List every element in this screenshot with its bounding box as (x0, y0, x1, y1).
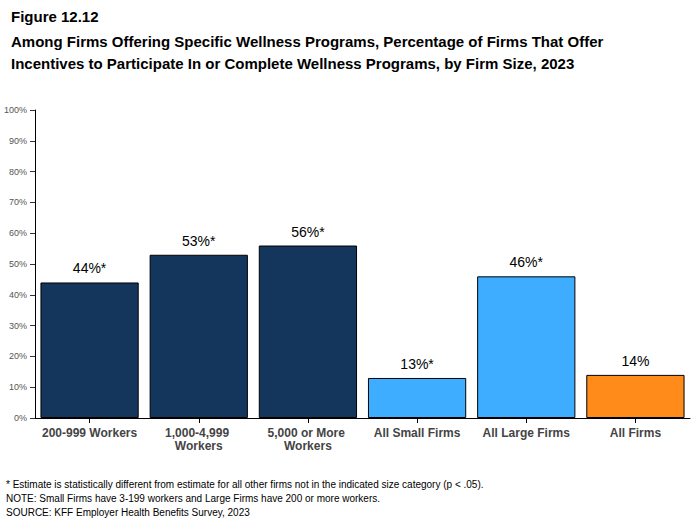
svg-text:NOTE: Small Firms have 3-199 w: NOTE: Small Firms have 3-199 workers and… (6, 493, 380, 504)
svg-text:All Small Firms: All Small Firms (374, 426, 461, 440)
svg-text:Workers: Workers (284, 439, 332, 453)
svg-text:80%: 80% (9, 167, 27, 177)
svg-text:Figure 12.12: Figure 12.12 (11, 8, 99, 25)
svg-text:30%: 30% (9, 321, 27, 331)
svg-text:0%: 0% (14, 413, 27, 423)
svg-text:5,000 or More: 5,000 or More (268, 426, 349, 440)
svg-text:13%*: 13%* (400, 356, 434, 372)
svg-text:100%: 100% (4, 105, 27, 115)
svg-text:60%: 60% (9, 228, 27, 238)
svg-text:200-999 Workers: 200-999 Workers (42, 426, 138, 440)
svg-text:All Firms: All Firms (610, 426, 662, 440)
svg-text:46%*: 46%* (510, 254, 544, 270)
svg-text:SOURCE: KFF Employer Health Be: SOURCE: KFF Employer Health Benefits Sur… (6, 507, 250, 518)
svg-text:40%: 40% (9, 290, 27, 300)
svg-text:Workers: Workers (175, 439, 223, 453)
svg-text:10%: 10% (9, 382, 27, 392)
svg-text:56%*: 56%* (291, 224, 325, 240)
svg-text:Among Firms Offering Specific: Among Firms Offering Specific Wellness P… (11, 33, 608, 50)
svg-text:20%: 20% (9, 351, 27, 361)
svg-text:90%: 90% (9, 136, 27, 146)
svg-text:14%: 14% (621, 353, 649, 369)
svg-text:1,000-4,999: 1,000-4,999 (165, 426, 232, 440)
svg-text:53%*: 53%* (182, 233, 216, 249)
svg-text:* Estimate is statistically di: * Estimate is statistically different fr… (6, 479, 484, 490)
svg-text:70%: 70% (9, 197, 27, 207)
svg-text:All Large Firms: All Large Firms (483, 426, 571, 440)
svg-text:Incentives to Participate In o: Incentives to Participate In or Complete… (11, 55, 574, 72)
svg-text:50%: 50% (9, 259, 27, 269)
svg-text:44%*: 44%* (73, 260, 107, 276)
